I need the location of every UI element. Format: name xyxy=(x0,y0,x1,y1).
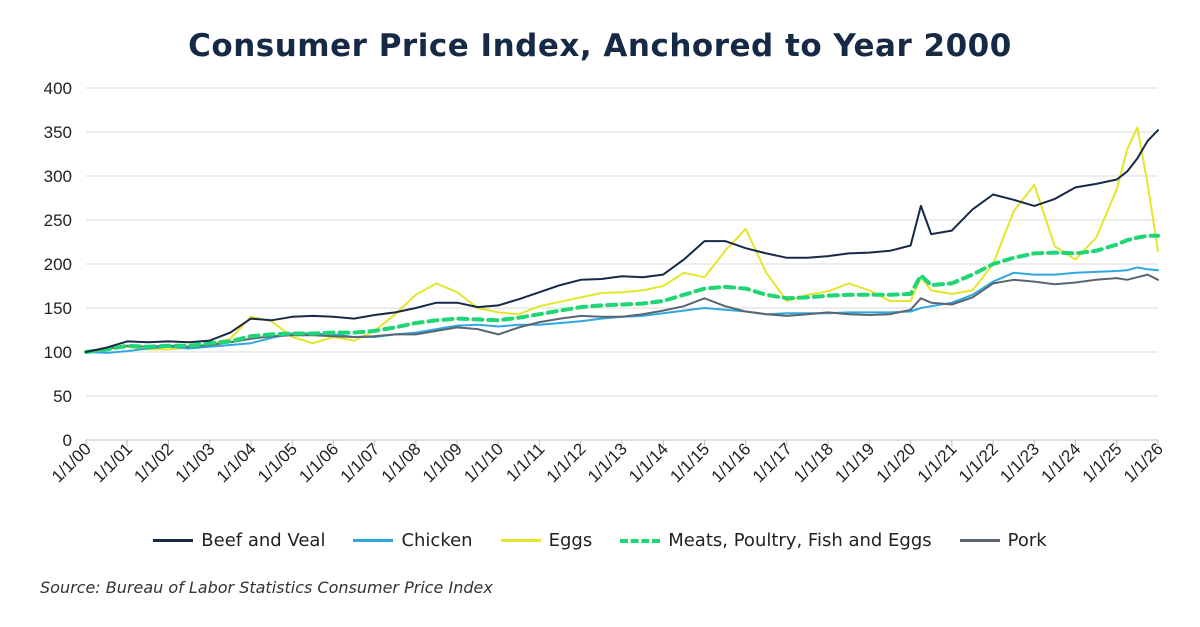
legend-label: Chicken xyxy=(401,530,473,551)
y-tick-label: 350 xyxy=(44,123,72,142)
legend: Beef and Veal Chicken Eggs Meats, Poultry, … xyxy=(0,530,1200,551)
source-note: Source: Bureau of Labor Statistics Consu… xyxy=(40,578,493,597)
x-tick-label: 1/1/22 xyxy=(955,439,1002,486)
chart-title: Consumer Price Index, Anchored to Year 2… xyxy=(188,28,1012,64)
series-line-beef-and-veal xyxy=(85,129,1159,353)
legend-item-meats-poultry-fish-and-eggs: Meats, Poultry, Fish and Eggs xyxy=(620,530,932,551)
legend-label: Meats, Poultry, Fish and Eggs xyxy=(668,530,932,551)
legend-item-beef-and-veal: Beef and Veal xyxy=(153,530,325,551)
x-tick-label: 1/1/03 xyxy=(172,439,219,486)
legend-item-pork: Pork xyxy=(959,530,1047,551)
y-axis: 0 50 100 150 200 250 300 350 400 xyxy=(44,79,72,450)
x-tick-label: 1/1/01 xyxy=(89,439,136,486)
series-line-meats-poultry-fish-and-eggs xyxy=(84,233,1160,354)
grid-lines xyxy=(86,87,1158,397)
x-tick-label: 1/1/17 xyxy=(749,439,796,486)
legend-swatch xyxy=(500,539,541,542)
x-tick-label: 1/1/02 xyxy=(130,439,177,486)
x-tick-label: 1/1/12 xyxy=(543,439,590,486)
x-tick-label: 1/1/18 xyxy=(790,439,837,486)
x-tick-label: 1/1/13 xyxy=(584,439,631,486)
legend-swatch xyxy=(353,539,394,542)
legend-label: Beef and Veal xyxy=(201,530,326,551)
x-tick-label: 1/1/15 xyxy=(666,439,713,486)
x-tick-label: 1/1/11 xyxy=(502,439,548,485)
y-tick-label: 250 xyxy=(44,211,72,230)
legend-item-chicken: Chicken xyxy=(353,530,473,551)
x-axis: 1/1/001/1/011/1/021/1/031/1/041/1/051/1/… xyxy=(48,439,1167,486)
x-tick-label: 1/1/08 xyxy=(378,439,425,486)
series-line-pork xyxy=(85,273,1159,353)
y-tick-label: 300 xyxy=(44,167,72,186)
legend-item-eggs: Eggs xyxy=(500,530,593,551)
x-tick-label: 1/1/14 xyxy=(625,439,672,486)
series-lines xyxy=(84,126,1160,354)
legend-label: Eggs xyxy=(548,530,593,551)
x-tick-label: 1/1/19 xyxy=(831,439,878,486)
y-tick-label: 100 xyxy=(44,343,72,362)
x-tick-label: 1/1/04 xyxy=(213,439,260,486)
x-tick-label: 1/1/25 xyxy=(1079,439,1126,486)
x-tick-label: 1/1/16 xyxy=(708,439,755,486)
legend-swatch xyxy=(959,539,1000,542)
series-line-chicken xyxy=(85,266,1159,354)
y-tick-label: 150 xyxy=(44,299,72,318)
legend-swatch xyxy=(153,539,194,542)
y-tick-label: 50 xyxy=(53,387,72,406)
x-tick-label: 1/1/24 xyxy=(1038,439,1085,486)
x-tick-label: 1/1/21 xyxy=(914,439,961,486)
y-tick-label: 0 xyxy=(63,431,72,450)
x-tick-label: 1/1/07 xyxy=(337,439,384,486)
legend-swatch xyxy=(620,538,661,543)
x-tick-label: 1/1/26 xyxy=(1120,439,1167,486)
y-tick-label: 200 xyxy=(44,255,72,274)
x-tick-label: 1/1/09 xyxy=(419,439,466,486)
y-tick-label: 400 xyxy=(44,79,72,98)
series-line-eggs xyxy=(85,126,1159,354)
x-tick-label: 1/1/06 xyxy=(295,439,342,486)
legend-label: Pork xyxy=(1007,530,1047,551)
x-tick-label: 1/1/05 xyxy=(254,439,301,486)
x-tick-label: 1/1/23 xyxy=(996,439,1043,486)
x-tick-label: 1/1/20 xyxy=(873,439,920,486)
x-tick-label: 1/1/10 xyxy=(460,439,507,486)
